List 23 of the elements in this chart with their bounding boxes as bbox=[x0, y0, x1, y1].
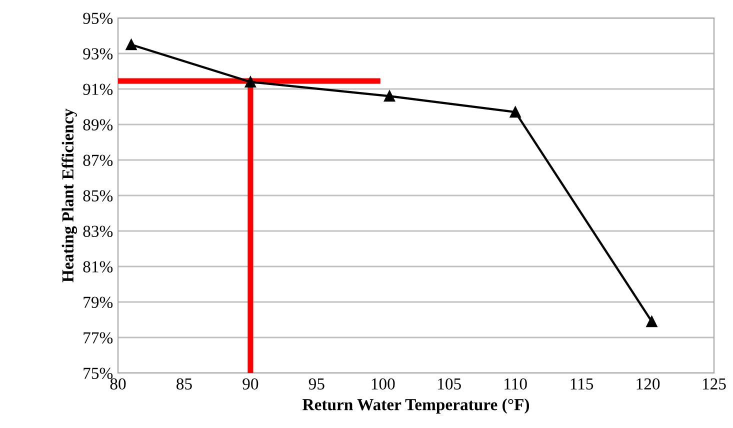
x-tick-label: 110 bbox=[504, 378, 527, 390]
y-tick-label: 95% bbox=[83, 12, 113, 24]
y-tick-label: 85% bbox=[83, 190, 113, 202]
y-tick-label: 91% bbox=[83, 84, 113, 95]
y-tick-label: 89% bbox=[83, 119, 113, 130]
x-tick-label: 80 bbox=[110, 378, 126, 390]
x-tick-label: 105 bbox=[438, 378, 461, 390]
y-tick-label: 81% bbox=[83, 261, 113, 272]
x-tick-label: 115 bbox=[570, 378, 594, 390]
y-tick-label: 87% bbox=[83, 154, 113, 166]
x-tick-label: 100 bbox=[372, 378, 395, 390]
x-tick-label: 90 bbox=[242, 378, 258, 390]
x-tick-label: 125 bbox=[702, 378, 726, 390]
x-tick-label: 95 bbox=[308, 378, 324, 390]
y-tick-label: 75% bbox=[84, 368, 113, 379]
x-axis-title: Return Water Temperature (°F) bbox=[302, 398, 530, 414]
y-tick-label: 77% bbox=[84, 332, 113, 344]
y-tick-label: 83% bbox=[83, 226, 113, 237]
x-tick-label: 120 bbox=[636, 378, 660, 390]
y-tick-label: 79% bbox=[84, 296, 113, 308]
y-tick-label: 93% bbox=[83, 48, 113, 60]
x-tick-label: 85 bbox=[176, 378, 192, 390]
y-axis-title: Heating Plant Efficiency bbox=[62, 108, 78, 282]
